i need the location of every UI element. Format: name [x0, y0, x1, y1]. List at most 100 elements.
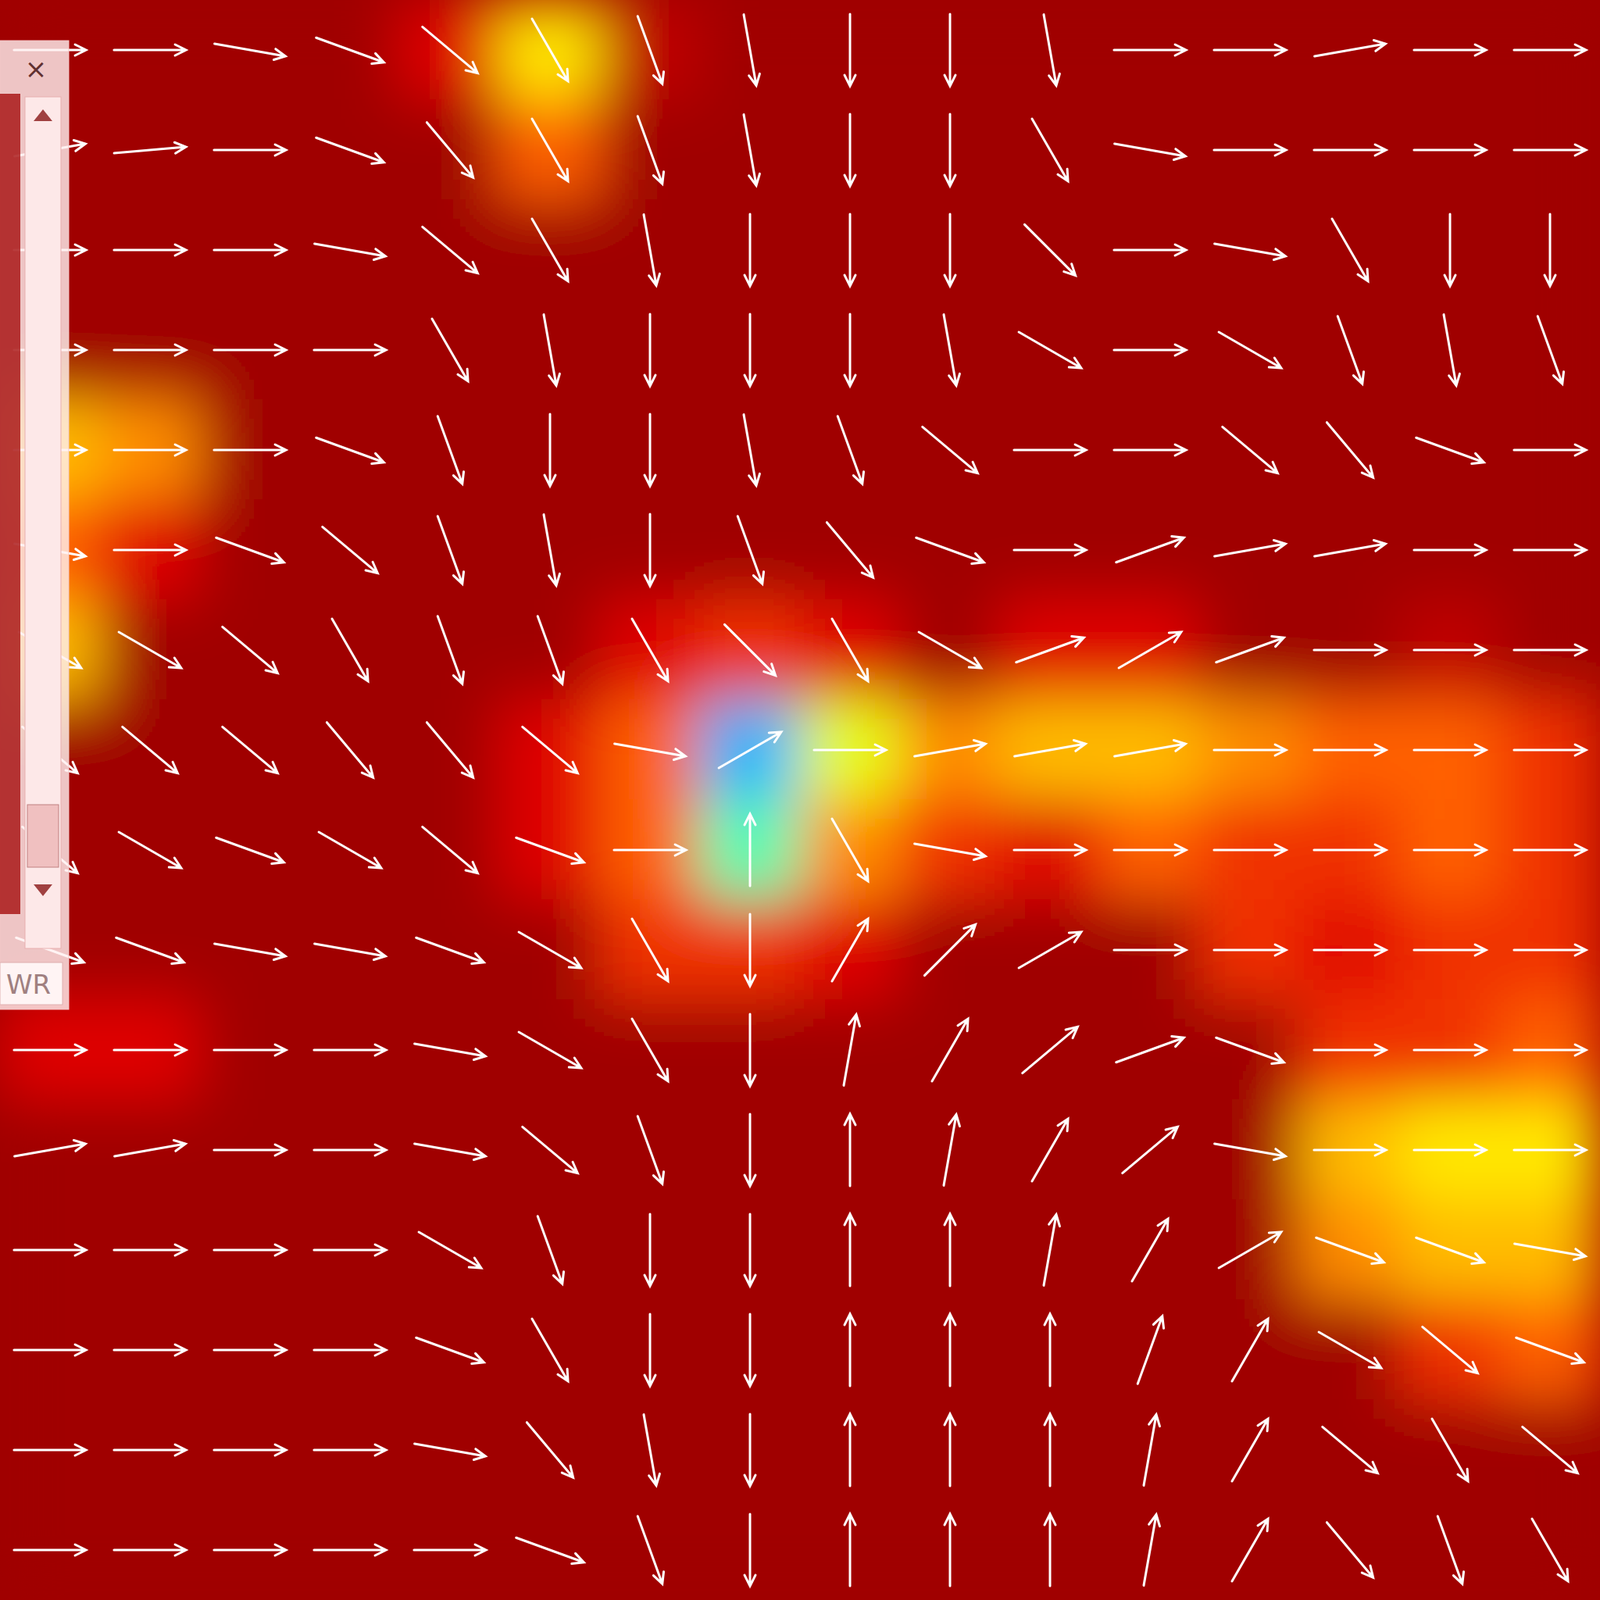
vector — [744, 814, 756, 886]
scroll-thumb[interactable] — [27, 804, 59, 868]
vector — [844, 114, 856, 186]
heat-map — [0, 0, 1600, 1600]
scroll-down[interactable] — [33, 884, 53, 897]
vector — [1232, 1318, 1268, 1382]
heat-cell — [1199, 1499, 1301, 1600]
heat-cell — [99, 399, 201, 501]
heat-cell — [0, 1199, 101, 1301]
heat-cell — [799, 499, 901, 601]
vector — [844, 1414, 856, 1486]
heat-cell — [1299, 799, 1401, 901]
vector — [1114, 444, 1186, 456]
vector — [1218, 1232, 1282, 1268]
close-button[interactable]: × — [25, 53, 48, 85]
vector — [1214, 243, 1286, 260]
heat-cell — [399, 399, 501, 501]
heat-cell — [1199, 1399, 1301, 1501]
vector — [1222, 426, 1279, 473]
vector — [1122, 1126, 1179, 1173]
vector — [214, 43, 286, 60]
heat-cell — [599, 1199, 701, 1301]
vector — [1414, 844, 1486, 856]
heat-cell — [699, 99, 801, 201]
heat-cell — [1399, 899, 1501, 1001]
heat-cell — [999, 1099, 1101, 1201]
heat-cell — [1299, 0, 1401, 101]
window-content — [0, 93, 21, 915]
heat-cell — [599, 199, 701, 301]
vector — [214, 1144, 286, 1156]
heat-cell — [499, 299, 601, 401]
heat-cell — [999, 599, 1101, 701]
vector — [114, 1444, 186, 1456]
vector — [1332, 218, 1368, 282]
heat-cell — [499, 1299, 601, 1401]
heat-cell — [199, 399, 301, 501]
vector — [1014, 444, 1086, 456]
heat-cell — [1499, 1299, 1600, 1401]
vector — [832, 618, 868, 682]
heat-cell — [699, 499, 801, 601]
vector — [1337, 316, 1364, 385]
vector — [744, 1314, 756, 1386]
heat-cell — [699, 1399, 801, 1501]
vector — [316, 437, 385, 464]
vector — [932, 1018, 968, 1082]
vector — [944, 1214, 956, 1286]
heat-cell — [299, 299, 401, 401]
heat-cell — [99, 1099, 201, 1201]
scroll-up[interactable] — [33, 109, 53, 122]
heat-cell — [499, 0, 601, 101]
vector — [918, 632, 982, 668]
heat-cell — [1499, 599, 1600, 701]
heat-cell — [799, 99, 901, 201]
heat-cell — [899, 699, 1001, 801]
window-frame — [0, 40, 69, 1010]
heat-cell — [1199, 599, 1301, 701]
vector — [216, 537, 285, 564]
heat-cell — [199, 1199, 301, 1301]
heat-cell — [1199, 899, 1301, 1001]
heat-cell — [899, 199, 1001, 301]
vector — [944, 14, 956, 86]
vector — [1218, 332, 1282, 368]
heat-cell — [399, 599, 501, 701]
vector — [744, 1014, 756, 1086]
heat-cell — [1499, 899, 1600, 1001]
vector — [1437, 1516, 1464, 1585]
heat-cell — [1099, 1299, 1201, 1401]
vector — [1232, 1418, 1268, 1482]
scrollbar[interactable] — [25, 96, 61, 949]
vector — [1116, 1035, 1185, 1062]
heat-cell — [1299, 999, 1401, 1101]
vector — [214, 144, 286, 156]
heat-cell — [399, 799, 501, 901]
vector — [1314, 540, 1386, 557]
vector — [314, 1444, 386, 1456]
vector — [1514, 1044, 1586, 1056]
heat-cell — [1099, 299, 1201, 401]
vector — [1414, 1044, 1486, 1056]
vector — [418, 1232, 482, 1268]
heat-cell — [1499, 799, 1600, 901]
heat-cell — [699, 199, 801, 301]
vector — [1416, 1237, 1485, 1264]
vector — [1118, 632, 1182, 668]
vector — [1432, 1418, 1468, 1482]
vector — [522, 1126, 579, 1173]
heat-cell — [999, 399, 1101, 501]
heat-cell — [0, 1299, 101, 1401]
vector — [916, 537, 985, 564]
heat-cell — [899, 99, 1001, 201]
vector — [1132, 1218, 1168, 1282]
vector — [1114, 844, 1186, 856]
vector — [744, 1114, 756, 1186]
heat-cell — [799, 899, 901, 1001]
vector — [943, 1114, 960, 1186]
vector — [1214, 744, 1286, 756]
vector — [1514, 144, 1586, 156]
heat-cell — [99, 499, 201, 601]
heat-cell — [1399, 1199, 1501, 1301]
vector — [516, 1537, 585, 1564]
heat-cell — [999, 1299, 1101, 1401]
